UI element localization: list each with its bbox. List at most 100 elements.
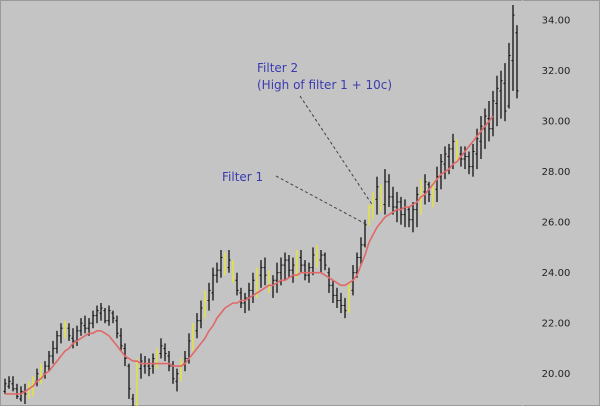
- price-bar: [467, 151, 471, 175]
- price-bar: [471, 143, 475, 177]
- price-bar: [251, 272, 255, 303]
- price-bar: [39, 363, 43, 384]
- price-bar: [111, 310, 115, 324]
- price-bar: [367, 204, 371, 226]
- price-bar: [295, 250, 299, 278]
- price-bar: [287, 255, 291, 278]
- price-bar: [11, 376, 15, 392]
- price-bar: [159, 338, 163, 359]
- annotations: Filter 1 Filter 2 (High of filter 1 + 10c): [222, 61, 392, 226]
- price-bar: [263, 257, 267, 286]
- price-bar: [167, 351, 171, 372]
- price-bar: [511, 5, 515, 91]
- price-bar: [59, 323, 63, 344]
- price-bar: [335, 287, 339, 308]
- price-bar: [95, 305, 99, 324]
- price-bar: [259, 260, 263, 288]
- price-bar: [7, 376, 11, 389]
- price-bar: [107, 305, 111, 326]
- price-bar: [191, 323, 195, 351]
- price-bar: [379, 184, 383, 213]
- price-bar: [15, 383, 19, 399]
- price-bar: [407, 207, 411, 228]
- price-bar: [83, 315, 87, 334]
- price-bar: [323, 252, 327, 271]
- price-bar: [47, 351, 51, 372]
- price-bar: [3, 378, 7, 394]
- annotation-filter-1-pointer: [275, 175, 368, 226]
- price-bar: [79, 318, 83, 336]
- price-bar: [63, 320, 67, 339]
- price-bar: [243, 292, 247, 314]
- price-bar: [115, 315, 119, 339]
- price-bar: [175, 368, 179, 392]
- y-tick-label: 30.00: [542, 117, 571, 128]
- price-bar: [283, 252, 287, 281]
- price-bar: [155, 348, 159, 369]
- price-bar: [179, 358, 183, 382]
- price-bar: [359, 237, 363, 266]
- price-bars: [3, 5, 519, 411]
- price-bar: [207, 282, 211, 311]
- price-bar: [495, 75, 499, 127]
- price-bar: [331, 280, 335, 303]
- price-bar: [139, 353, 143, 379]
- y-tick-label: 34.00: [542, 16, 571, 27]
- price-bar: [135, 358, 139, 411]
- price-bar: [55, 330, 59, 354]
- price-bar: [119, 328, 123, 351]
- y-axis: 20.00 22.00 24.00 26.00 28.00 30.00 32.00 34.00: [542, 16, 571, 381]
- price-bar: [67, 323, 71, 341]
- price-bar: [91, 310, 95, 329]
- price-bar: [215, 262, 219, 283]
- price-bar: [463, 146, 467, 170]
- price-bar: [99, 303, 103, 321]
- y-tick-label: 24.00: [542, 268, 571, 279]
- price-bar: [227, 250, 231, 273]
- price-bar: [431, 181, 435, 207]
- price-bar: [51, 340, 55, 364]
- price-bar: [395, 191, 399, 223]
- price-bar: [499, 70, 503, 119]
- y-tick-label: 20.00: [542, 369, 571, 380]
- y-tick-label: 26.00: [542, 218, 571, 229]
- price-bar: [319, 250, 323, 273]
- price-bar: [71, 328, 75, 349]
- price-bar: [515, 25, 519, 99]
- price-bar: [423, 174, 427, 205]
- price-bar: [103, 308, 107, 324]
- moving-average-line: [5, 115, 494, 395]
- price-bar: [339, 292, 343, 314]
- price-bar: [211, 267, 215, 301]
- price-bar: [163, 343, 167, 362]
- price-bar: [415, 186, 419, 228]
- price-bar: [299, 250, 303, 273]
- price-bar: [491, 90, 495, 137]
- price-bar: [375, 176, 379, 215]
- price-bar: [327, 267, 331, 293]
- price-bar: [223, 252, 227, 276]
- price-bar: [399, 196, 403, 225]
- price-bar: [147, 358, 151, 377]
- price-bar: [291, 257, 295, 283]
- price-bar: [275, 262, 279, 293]
- price-bar: [371, 191, 375, 220]
- price-bar: [387, 174, 391, 207]
- price-bar: [427, 181, 431, 202]
- price-bar: [455, 138, 459, 162]
- price-bar: [411, 202, 415, 233]
- price-bar: [219, 250, 223, 278]
- annotation-filter-2-label: (High of filter 1 + 10c): [257, 78, 392, 92]
- price-bar: [347, 282, 351, 314]
- price-bar: [231, 260, 235, 283]
- price-bar: [303, 260, 307, 281]
- price-bar: [383, 169, 387, 215]
- price-bar: [507, 42, 511, 109]
- price-bar: [391, 186, 395, 215]
- price-bar: [443, 146, 447, 180]
- price-bar: [27, 381, 31, 399]
- y-tick-label: 28.00: [542, 167, 571, 178]
